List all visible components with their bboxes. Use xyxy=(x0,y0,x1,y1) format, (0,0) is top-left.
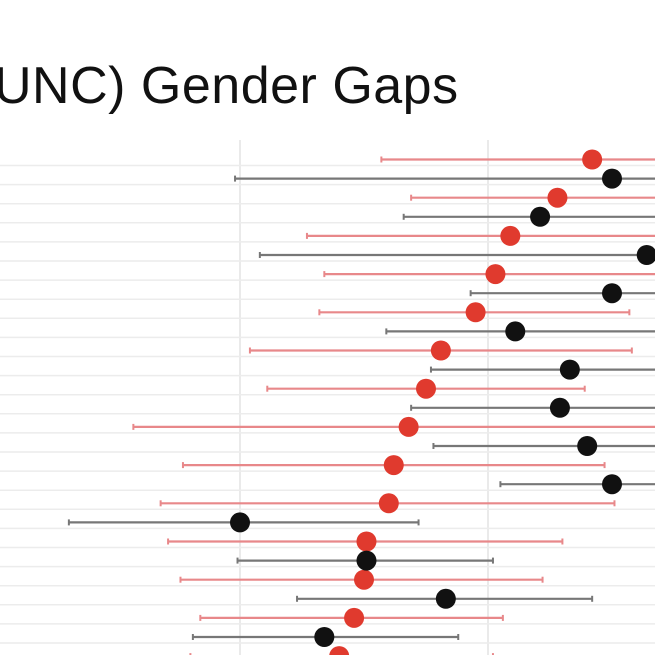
estimate-point-red xyxy=(430,340,451,361)
point-estimates xyxy=(230,149,655,655)
estimate-point-red xyxy=(383,455,404,476)
estimate-point-black xyxy=(559,359,580,380)
estimate-point-red xyxy=(500,225,521,246)
gridlines xyxy=(0,140,655,655)
estimate-point-red xyxy=(378,493,399,514)
estimate-point-red xyxy=(547,187,568,208)
estimate-point-red xyxy=(329,646,350,655)
estimate-point-black xyxy=(530,206,551,227)
chart-title: UNC) Gender Gaps xyxy=(0,57,459,115)
estimate-point-black xyxy=(602,168,622,189)
estimate-point-black xyxy=(230,512,250,533)
estimate-point-black xyxy=(602,283,622,304)
estimate-point-red xyxy=(344,607,365,628)
estimate-point-red xyxy=(582,149,603,170)
estimate-point-black xyxy=(505,321,526,342)
estimate-point-red xyxy=(354,569,374,590)
estimate-point-black xyxy=(602,474,622,495)
estimate-point-black xyxy=(636,245,655,265)
estimate-point-black xyxy=(314,627,335,647)
estimate-point-red xyxy=(485,264,506,285)
estimate-point-red xyxy=(416,378,436,399)
estimate-point-black xyxy=(435,588,456,609)
estimate-point-black xyxy=(356,550,377,571)
estimate-point-black xyxy=(549,397,570,418)
estimate-point-red xyxy=(398,416,419,437)
estimate-point-black xyxy=(577,436,598,456)
estimate-point-red xyxy=(356,531,377,552)
estimate-point-red xyxy=(465,302,486,323)
